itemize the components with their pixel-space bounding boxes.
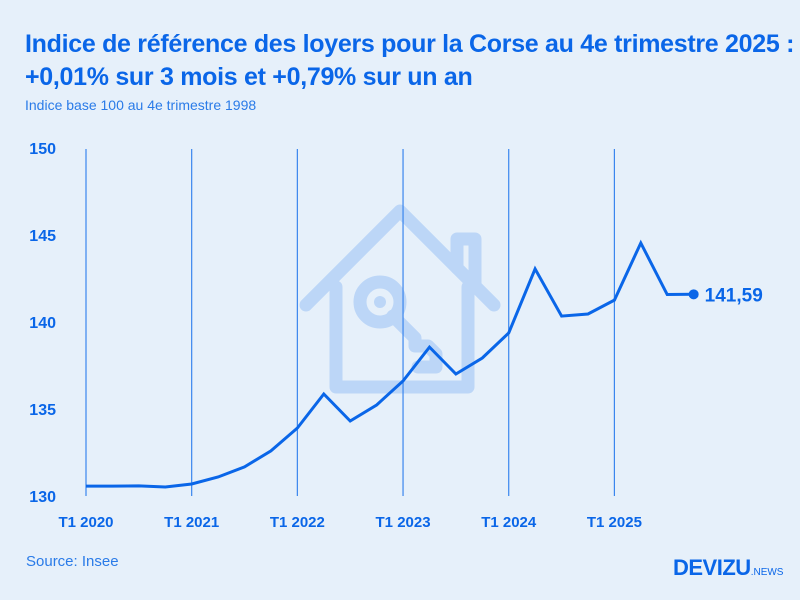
- x-tick-label: T1 2024: [481, 514, 537, 531]
- y-tick-label: 145: [29, 228, 56, 245]
- vertical-gridlines: [85, 149, 616, 496]
- y-tick-label: 130: [29, 489, 56, 506]
- y-tick-label: 140: [29, 315, 56, 332]
- x-tick-label: T1 2022: [270, 514, 325, 531]
- end-value-label: 141,59: [705, 285, 763, 306]
- y-tick-label: 135: [29, 402, 56, 419]
- logo-suffix: .NEWS: [750, 567, 784, 578]
- x-tick-label: T1 2023: [376, 514, 431, 531]
- series-line: [86, 239, 694, 489]
- chart-title: Indice de référence des loyers pour la C…: [25, 30, 795, 91]
- x-tick-label: T1 2021: [164, 514, 219, 531]
- x-tick-label: T1 2025: [587, 514, 642, 531]
- source-note: Source: Insee: [26, 553, 119, 570]
- logo-main: DEVIZU: [673, 555, 751, 580]
- y-tick-label: 150: [29, 141, 56, 158]
- key-hole-icon: [374, 296, 386, 308]
- end-point-marker: [688, 289, 699, 300]
- y-axis-ticks: 130 135 140 145 150: [29, 141, 56, 506]
- house-key-icon: [299, 204, 501, 394]
- chart-subtitle: Indice base 100 au 4e trimestre 1998: [25, 97, 257, 113]
- x-axis-ticks: T1 2020 T1 2021 T1 2022 T1 2023 T1 2024 T1 20…: [58, 514, 641, 531]
- x-tick-label: T1 2020: [58, 514, 113, 531]
- brand-logo: DEVIZU.NEWS: [673, 555, 783, 581]
